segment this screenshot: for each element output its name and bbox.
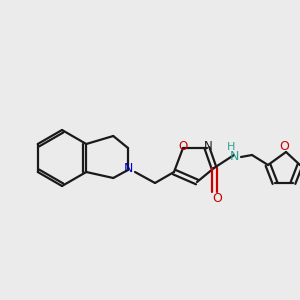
Text: N: N (204, 140, 212, 154)
Text: N: N (123, 163, 133, 176)
Text: O: O (212, 191, 222, 205)
Text: O: O (279, 140, 289, 154)
Text: N: N (229, 149, 239, 163)
Text: O: O (178, 140, 188, 154)
Text: H: H (227, 142, 235, 152)
